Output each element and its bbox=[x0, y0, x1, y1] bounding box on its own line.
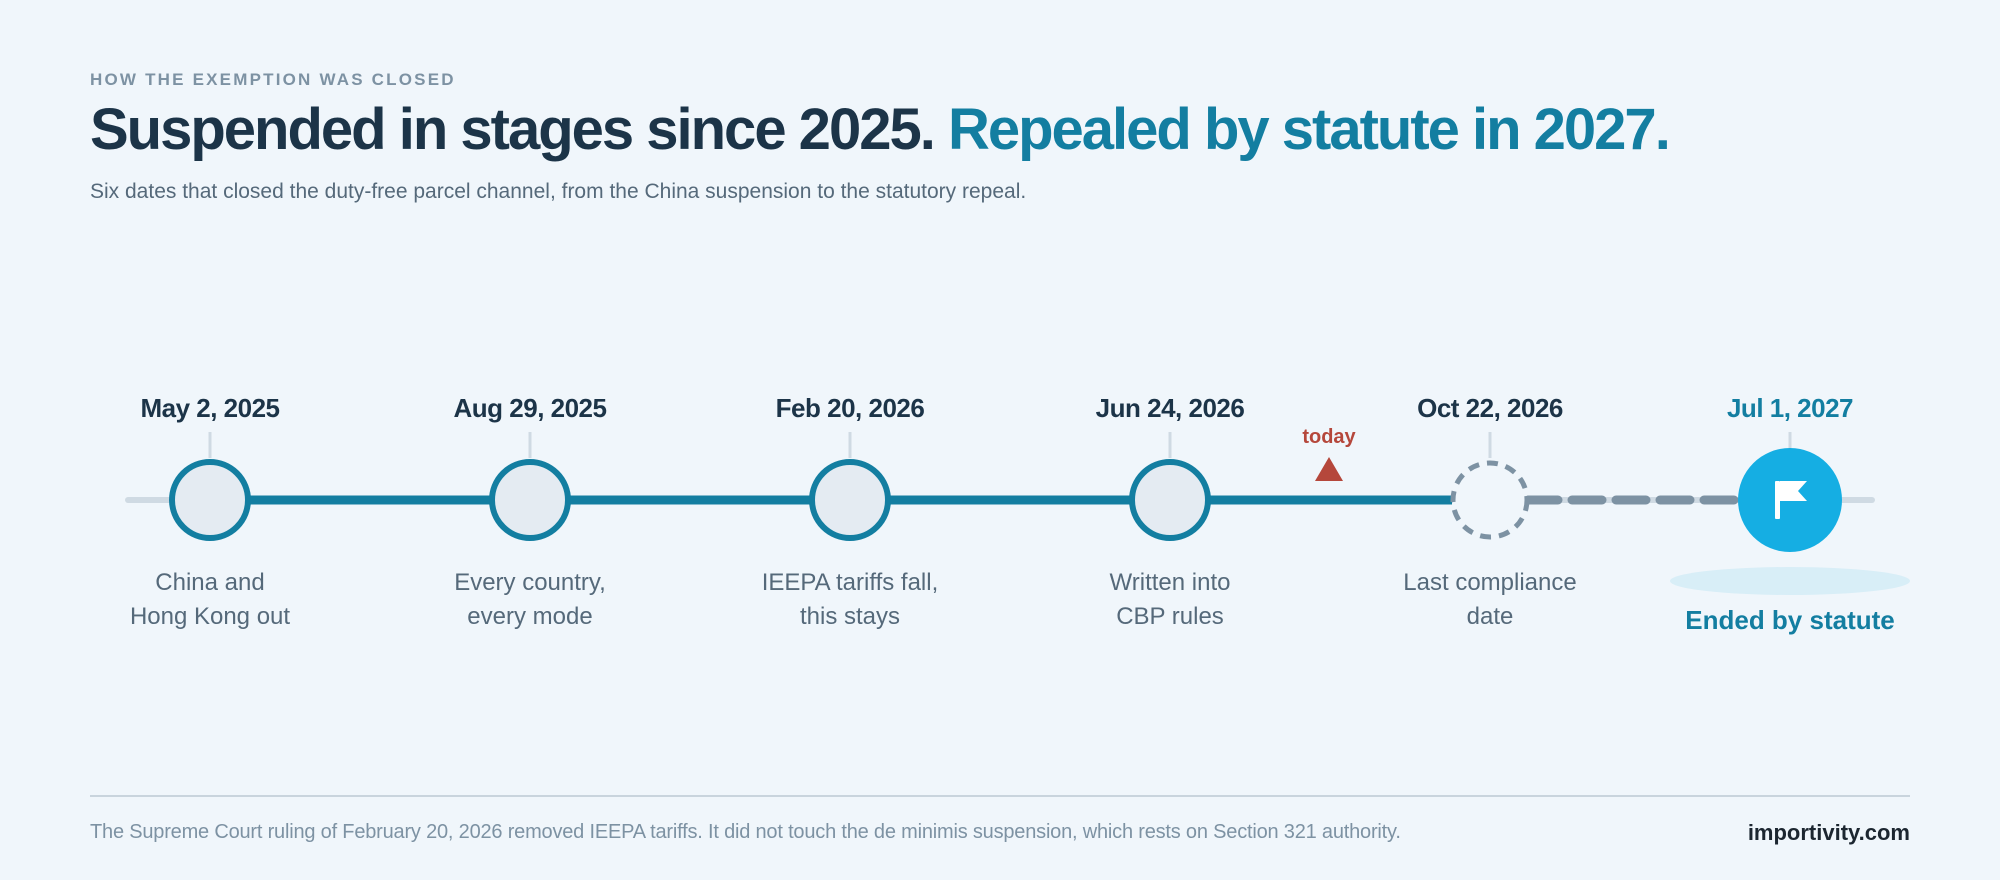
milestone-desc-2: Every country, every mode bbox=[420, 566, 640, 634]
milestone-node-2 bbox=[489, 459, 571, 541]
milestone-date-2: Aug 29, 2025 bbox=[453, 393, 607, 423]
milestone-date-4: Jun 24, 2026 bbox=[1095, 393, 1245, 423]
milestone-desc-5: Last compliance date bbox=[1380, 566, 1600, 634]
milestone-desc-2-line-1: Every country, bbox=[454, 569, 606, 596]
milestone-date-3: Feb 20, 2026 bbox=[775, 393, 925, 423]
milestone-node-1 bbox=[169, 459, 251, 541]
flag-icon bbox=[1775, 481, 1807, 519]
milestone-desc-1-line-1: China and bbox=[155, 569, 265, 596]
headline-part-2: Repealed by statute in 2027. bbox=[947, 97, 1671, 162]
milestone-node-4 bbox=[1129, 459, 1211, 541]
milestone-desc-2-line-2: every mode bbox=[467, 603, 593, 630]
subtitle: Six dates that closed the duty-free parc… bbox=[90, 180, 1027, 203]
footer-divider bbox=[90, 795, 1910, 797]
milestone-desc-3-line-2: this stays bbox=[799, 603, 901, 630]
milestone-desc-1: China and Hong Kong out bbox=[100, 566, 320, 634]
milestone-date-1: May 2, 2025 bbox=[140, 393, 280, 423]
today-marker-icon bbox=[1315, 457, 1343, 481]
milestone-desc-1-line-2: Hong Kong out bbox=[129, 603, 291, 630]
milestone-desc-3-line-1: IEEPA tariffs fall, bbox=[761, 569, 939, 596]
milestone-desc-4-line-2: CBP rules bbox=[1116, 603, 1224, 630]
milestone-date-5: Oct 22, 2026 bbox=[1417, 393, 1563, 423]
milestone-node-3 bbox=[809, 459, 891, 541]
milestone-desc-6: Ended by statute bbox=[1685, 605, 1895, 635]
page-title: Suspended in stages since 2025. Repealed… bbox=[90, 96, 1671, 163]
brand-link[interactable]: importivity.com bbox=[1747, 820, 1910, 845]
milestone-desc-5-line-2: date bbox=[1466, 603, 1514, 630]
footnote: The Supreme Court ruling of February 20,… bbox=[90, 821, 1401, 843]
milestone-desc-4-line-1: Written into bbox=[1109, 569, 1231, 596]
headline-part-1: Suspended in stages since 2025. bbox=[90, 97, 936, 162]
milestone-node-5 bbox=[1450, 460, 1530, 540]
eyebrow: HOW THE EXEMPTION WAS CLOSED bbox=[90, 70, 456, 89]
ticks bbox=[208, 432, 1792, 458]
milestone-desc-4: Written into CBP rules bbox=[1060, 566, 1280, 634]
milestone-desc-3: IEEPA tariffs fall, this stays bbox=[740, 566, 960, 634]
milestone-date-6: Jul 1, 2027 bbox=[1726, 393, 1854, 423]
today-label: today bbox=[1302, 426, 1356, 448]
milestone-desc-5-line-1: Last compliance bbox=[1403, 569, 1577, 596]
final-node-glow bbox=[1670, 567, 1910, 595]
